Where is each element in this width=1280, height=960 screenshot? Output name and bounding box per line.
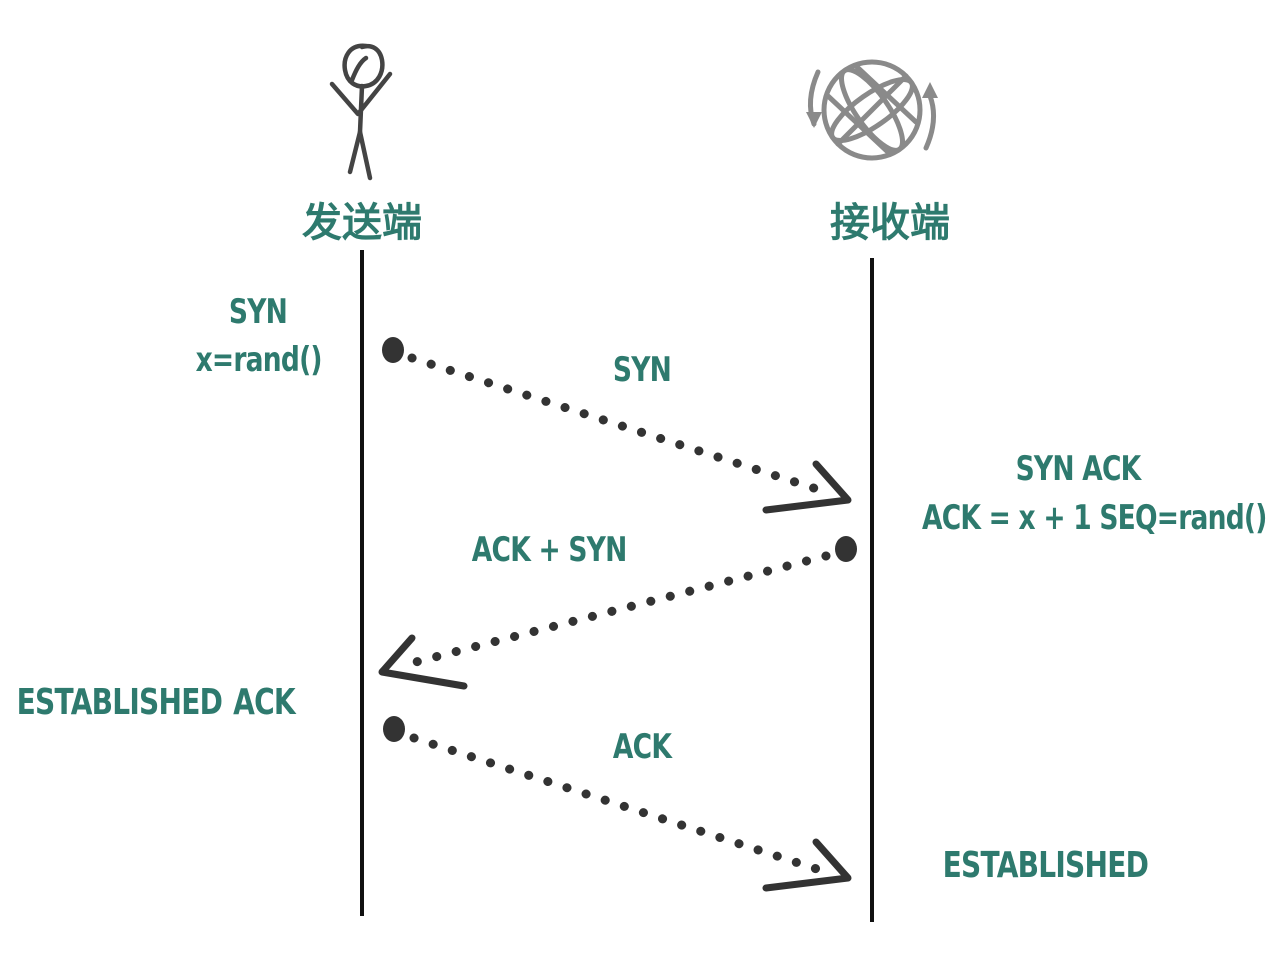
ack-syn-message-label: ACK + SYN — [471, 530, 627, 570]
syn-arrow — [382, 337, 852, 514]
ack-syn-arrow — [378, 536, 857, 690]
receiver-title: 接收端 — [830, 200, 950, 246]
syn-message-label: SYN — [612, 350, 672, 390]
receiver-syn-ack-label: SYN ACK — [1015, 449, 1142, 489]
sender-established-label: ESTABLISHED — [16, 682, 223, 723]
sync-arrow-right-icon — [922, 82, 938, 98]
sender-x-rand-label: x=rand() — [195, 340, 323, 380]
globe-sync-icon — [808, 59, 936, 161]
receiver-established-label: ESTABLISHED — [942, 845, 1149, 886]
sender-title: 发送端 — [302, 200, 422, 246]
ack-message-label: ACK — [612, 727, 672, 767]
stick-figure-icon — [329, 43, 393, 181]
ack-arrow — [383, 716, 852, 892]
receiver-ack-seq-label: ACK = x + 1 SEQ=rand() — [922, 498, 1267, 538]
sender-ack-label: ACK — [233, 682, 296, 723]
sync-arrow-left-icon — [806, 112, 822, 128]
sender-syn-label: SYN — [228, 292, 288, 332]
